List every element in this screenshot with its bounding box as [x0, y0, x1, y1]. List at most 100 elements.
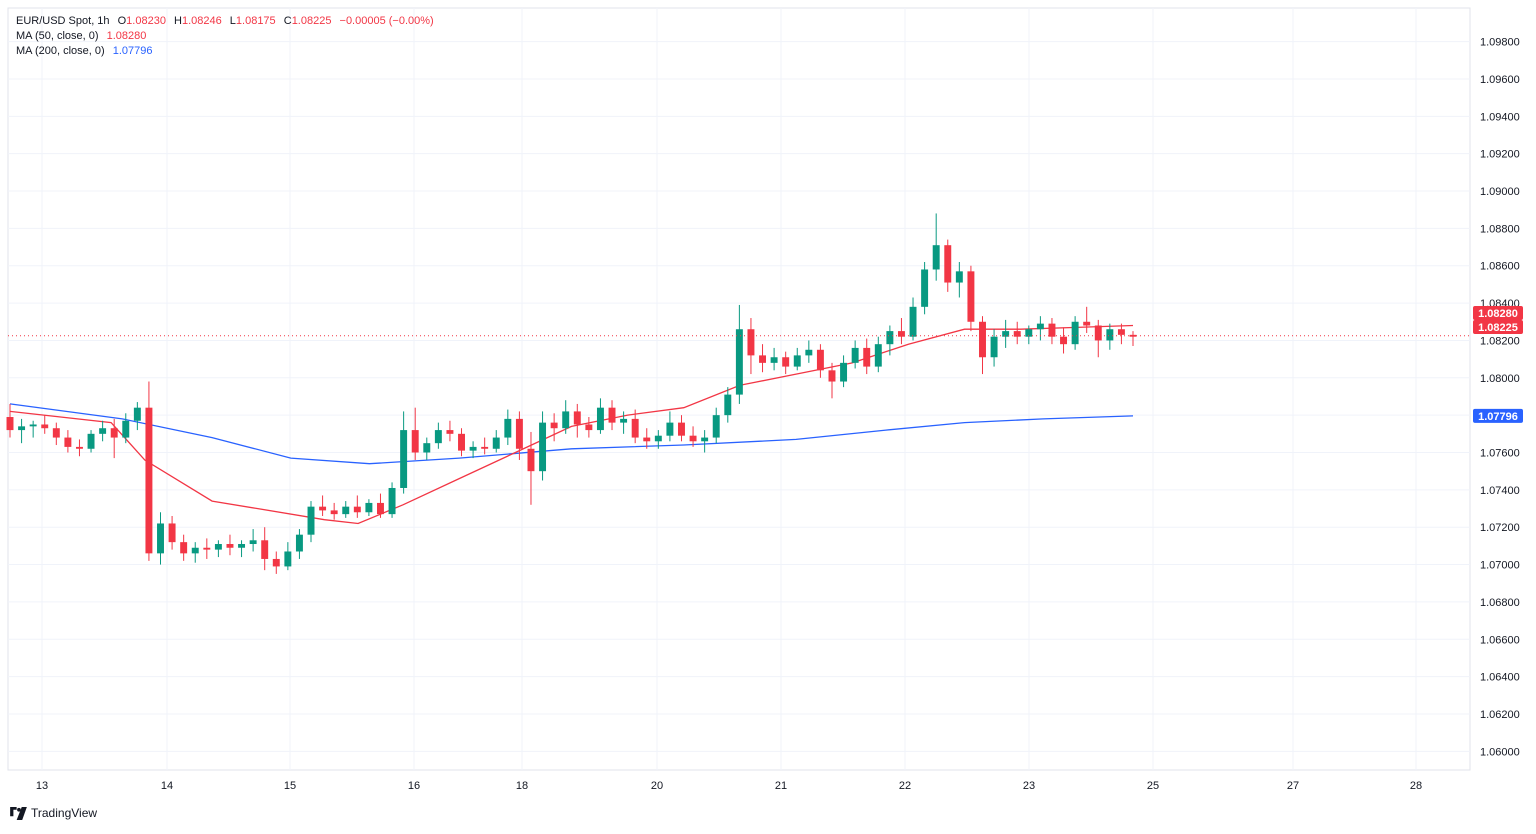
- y-tick-label: 1.07200: [1480, 522, 1520, 534]
- candle-body: [550, 422, 558, 429]
- candle-body: [1117, 329, 1125, 335]
- candle: [191, 542, 199, 563]
- candle: [897, 318, 905, 345]
- candle-body: [631, 418, 639, 438]
- candle-body: [724, 394, 732, 416]
- candle: [110, 418, 118, 459]
- candle-body: [504, 418, 512, 438]
- candle: [816, 344, 824, 378]
- tradingview-brand[interactable]: TradingView: [10, 806, 97, 820]
- ma200-price-tag: 1.07796: [1473, 408, 1523, 423]
- candle-body: [1048, 323, 1056, 337]
- candle: [423, 437, 431, 460]
- candle-body: [863, 347, 871, 367]
- candle: [886, 325, 894, 356]
- candle: [1013, 321, 1021, 345]
- candle: [319, 495, 327, 516]
- candle: [353, 495, 361, 518]
- candle: [133, 402, 141, 431]
- candle: [29, 420, 37, 438]
- y-tick-label: 1.09200: [1480, 149, 1520, 161]
- candle: [759, 344, 766, 373]
- ohlc-row: EUR/USD Spot, 1h O1.08230 H1.08246 L1.08…: [16, 14, 434, 29]
- candle-body: [897, 331, 905, 337]
- candle-body: [932, 245, 940, 270]
- candle-body: [238, 544, 246, 548]
- candle-body: [793, 355, 801, 367]
- y-tick-label: 1.07000: [1480, 560, 1520, 572]
- ma50-legend-label: MA (50, close, 0): [16, 30, 99, 42]
- candle: [330, 502, 338, 520]
- candle-body: [1036, 323, 1044, 330]
- candle: [41, 415, 49, 434]
- x-tick-label: 22: [899, 780, 911, 792]
- candle: [180, 534, 188, 561]
- candle: [724, 387, 732, 423]
- x-tick-label: 18: [516, 780, 528, 792]
- candle-body: [654, 435, 662, 442]
- candle: [1117, 323, 1125, 345]
- x-tick-label: 21: [775, 780, 787, 792]
- candle-body: [805, 349, 813, 356]
- candle: [388, 482, 396, 518]
- candle-body: [469, 446, 477, 451]
- candle: [550, 413, 558, 442]
- candle-body: [226, 544, 234, 548]
- candle: [596, 398, 604, 434]
- x-tick-label: 20: [651, 780, 663, 792]
- y-tick-label: 1.09000: [1480, 186, 1520, 198]
- candle-body: [180, 542, 188, 554]
- candle: [874, 336, 882, 373]
- last-price-tag: 1.08225: [1473, 320, 1523, 334]
- ma200-legend-row[interactable]: MA (200, close, 0) 1.07796: [16, 44, 434, 59]
- candle: [840, 355, 848, 388]
- y-tick-label: 1.06400: [1480, 672, 1520, 684]
- y-tick-label: 1.06000: [1480, 746, 1520, 758]
- candle-body: [666, 422, 674, 436]
- candle-body: [272, 558, 280, 567]
- candle-body: [64, 437, 72, 447]
- candle: [828, 362, 836, 399]
- ma200-legend-value: 1.07796: [112, 45, 153, 57]
- candle-body: [1083, 321, 1091, 326]
- candle-body: [816, 349, 824, 371]
- candle: [411, 407, 419, 460]
- candle-body: [400, 430, 408, 488]
- candles-layer: [6, 213, 1137, 574]
- candle: [990, 329, 998, 367]
- x-tick-label: 13: [36, 780, 48, 792]
- candle: [805, 340, 813, 363]
- price-axis: 1.06000 1.06200 1.06400 1.06600 1.06800 1.070…: [1480, 37, 1520, 759]
- candle-body: [330, 510, 338, 515]
- candle-body: [122, 420, 130, 438]
- low-label: L: [229, 15, 236, 27]
- ma200-line-layer: [9, 403, 1134, 465]
- candle-body: [967, 271, 975, 322]
- candle: [678, 415, 685, 442]
- candle: [585, 417, 593, 438]
- y-tick-label: 1.08000: [1480, 373, 1520, 385]
- candle: [851, 340, 859, 369]
- candle: [712, 407, 720, 444]
- change-value: −0.00005 (−0.00%): [339, 15, 434, 27]
- axis-price-tags: 1.07796 1.08280 1.08225: [1473, 306, 1523, 423]
- candle: [562, 400, 570, 434]
- candle: [643, 428, 651, 449]
- symbol-label[interactable]: EUR/USD Spot, 1h: [16, 15, 110, 27]
- candle-body: [157, 523, 164, 554]
- candle: [631, 409, 639, 444]
- candle: [1083, 306, 1091, 333]
- ma50-legend-row[interactable]: MA (50, close, 0) 1.08280: [16, 29, 434, 44]
- candle: [157, 512, 164, 565]
- ma50-price-tag-bg: [1473, 306, 1523, 320]
- candle: [342, 501, 350, 518]
- candle: [261, 527, 269, 571]
- chart-grid: [7, 7, 1471, 771]
- candle: [446, 420, 454, 442]
- candle: [458, 428, 465, 457]
- candle: [689, 426, 697, 447]
- candle: [1002, 319, 1010, 348]
- ma50-price-tag-text: 1.08280: [1478, 308, 1518, 320]
